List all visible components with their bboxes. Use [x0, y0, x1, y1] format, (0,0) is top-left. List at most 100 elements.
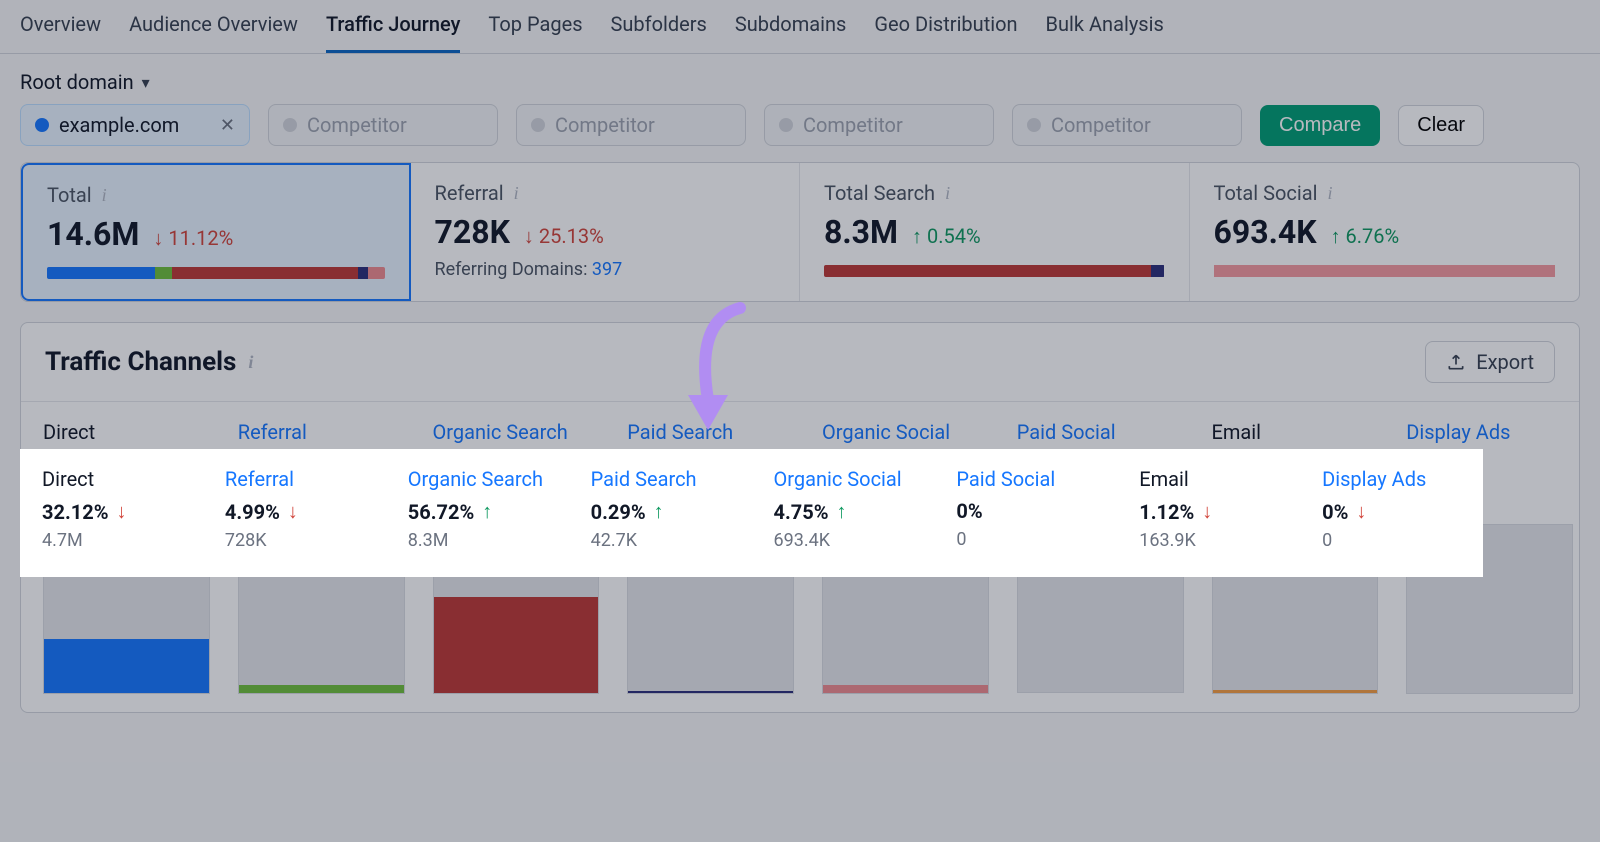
channel-name[interactable]: Organic Social: [822, 420, 979, 444]
channel-name[interactable]: Organic Search: [433, 420, 590, 444]
card-value-row: 693.4K ↑ 6.76%: [1214, 213, 1556, 251]
channel-absolute: 0: [1406, 483, 1563, 504]
stacked-bar: [47, 267, 385, 279]
card-subtext: Referring Domains: 397: [435, 259, 776, 280]
arrow-down-icon: ↓: [301, 452, 311, 477]
summary-card-total-social[interactable]: Total Social i693.4K ↑ 6.76%: [1190, 163, 1580, 301]
solid-bar: [1214, 265, 1556, 277]
channel-percent: 1.12% ↓: [1212, 452, 1369, 477]
channel-percent: 4.99% ↓: [238, 452, 395, 477]
clear-button[interactable]: Clear: [1398, 105, 1484, 146]
channel-col-organic-search: Organic Search 56.72% ↑ 8.3M: [411, 402, 606, 712]
channel-head: Display Ads 0% ↓ 0: [1384, 402, 1579, 518]
domain-chip-primary[interactable]: example.com ✕: [20, 104, 250, 146]
chevron-down-icon: ▾: [142, 73, 150, 92]
arrow-up-icon: ↑: [507, 452, 517, 477]
channel-percent: 0.29% ↑: [627, 452, 784, 477]
channel-bar: [823, 685, 988, 693]
card-value-row: 14.6M ↓ 11.12%: [47, 215, 385, 253]
competitor-chip[interactable]: Competitor: [516, 104, 746, 146]
summary-card-total-search[interactable]: Total Search i8.3M ↑ 0.54%: [800, 163, 1190, 301]
channel-name[interactable]: Paid Search: [627, 420, 784, 444]
dot-icon: [35, 118, 49, 132]
tab-geo-distribution[interactable]: Geo Distribution: [874, 12, 1017, 53]
channel-percent: 4.75% ↑: [822, 452, 979, 477]
channel-col-paid-search: Paid Search0.29% ↑42.7K: [605, 402, 800, 712]
channel-absolute: 163.9K: [1212, 483, 1369, 504]
summary-card-total[interactable]: Total i 14.6M ↓ 11.12%: [21, 163, 411, 301]
tab-subfolders[interactable]: Subfolders: [611, 12, 707, 53]
close-icon[interactable]: ✕: [220, 115, 235, 136]
channel-mini-chart: [43, 524, 210, 694]
channel-mini-chart: [238, 524, 405, 694]
card-title: Total i: [47, 183, 385, 207]
channel-bar: [239, 685, 404, 693]
channel-mini-chart: [1212, 524, 1379, 694]
summary-card-referral[interactable]: Referral i 728K ↓ 25.13% Referring Domains…: [411, 163, 801, 301]
channel-head: Organic Social 4.75% ↑ 693.4K: [800, 402, 995, 518]
competitor-chip[interactable]: Competitor: [764, 104, 994, 146]
channel-col-paid-social: Paid Social0% 0: [995, 402, 1190, 712]
channel-name[interactable]: Paid Social: [1017, 420, 1174, 444]
tab-overview[interactable]: Overview: [20, 12, 101, 53]
card-title: Referral i: [435, 181, 776, 205]
card-value-row: 728K ↓ 25.13%: [435, 213, 776, 251]
channel-bar: [434, 597, 599, 693]
channel-percent: 0% ↓: [1406, 452, 1563, 477]
channel-percent: 32.12% ↓: [43, 452, 200, 477]
panel-title-text: Traffic Channels: [45, 347, 236, 377]
card-title: Total Search i: [824, 181, 1165, 205]
arrow-down-icon: ↓: [117, 452, 127, 477]
channel-name[interactable]: Display Ads: [1406, 420, 1563, 444]
arrow-down-icon: ↓: [1441, 452, 1451, 477]
scope-selector[interactable]: Root domain ▾: [0, 54, 1600, 104]
referring-domains-link[interactable]: 397: [592, 259, 622, 280]
compare-button[interactable]: Compare: [1260, 105, 1380, 146]
tab-bulk-analysis[interactable]: Bulk Analysis: [1046, 12, 1164, 53]
channel-name: Email: [1212, 420, 1369, 444]
channel-absolute: 4.7M: [43, 483, 200, 504]
channels-grid: Direct 32.12% ↓ 4.7M Referral 4.99% ↓ 728K Org…: [21, 401, 1579, 712]
competitor-chip[interactable]: Competitor: [1012, 104, 1242, 146]
channel-name[interactable]: Referral: [238, 420, 395, 444]
export-button[interactable]: Export: [1425, 341, 1555, 383]
scope-label: Root domain: [20, 70, 134, 94]
channel-head: Referral 4.99% ↓ 728K: [216, 402, 411, 518]
dot-icon: [1027, 118, 1041, 132]
channel-absolute: 693.4K: [822, 483, 979, 504]
dot-icon: [531, 118, 545, 132]
export-label: Export: [1476, 350, 1534, 374]
channel-name: Direct: [43, 420, 200, 444]
channel-absolute: 8.3M: [433, 483, 590, 504]
tab-subdomains[interactable]: Subdomains: [735, 12, 846, 53]
panel-title: Traffic Channels i: [45, 347, 253, 377]
channel-bar: [628, 691, 793, 693]
domain-comparison-row: example.com ✕ Competitor Competitor Comp…: [0, 104, 1600, 162]
competitor-placeholder: Competitor: [1051, 113, 1151, 137]
tab-traffic-journey[interactable]: Traffic Journey: [326, 12, 460, 53]
info-icon[interactable]: i: [514, 183, 519, 204]
info-icon[interactable]: i: [102, 185, 107, 206]
channel-head: Paid Social0% 0: [995, 402, 1190, 517]
channel-bar: [44, 639, 209, 693]
upload-icon: [1446, 352, 1466, 372]
channel-head: Organic Search 56.72% ↑ 8.3M: [411, 402, 606, 518]
traffic-channels-panel: Traffic Channels i Export Direct 32.12% ↓…: [20, 322, 1580, 713]
info-icon[interactable]: i: [945, 183, 950, 204]
channel-absolute: 728K: [238, 483, 395, 504]
channel-col-direct: Direct 32.12% ↓ 4.7M: [21, 402, 216, 712]
competitor-placeholder: Competitor: [555, 113, 655, 137]
arrow-down-icon: ↓: [1275, 452, 1285, 477]
summary-cards: Total i 14.6M ↓ 11.12% Referral i 728K ↓ 25…: [20, 162, 1580, 302]
panel-header: Traffic Channels i Export: [21, 323, 1579, 401]
info-icon[interactable]: i: [248, 352, 253, 373]
channel-mini-chart: [822, 524, 989, 694]
tab-top-pages[interactable]: Top Pages: [488, 12, 582, 53]
info-icon[interactable]: i: [1327, 183, 1332, 204]
stacked-bar: [824, 265, 1165, 277]
card-delta: ↓ 25.13%: [524, 224, 604, 249]
channel-percent: 56.72% ↑: [433, 452, 590, 477]
competitor-chip[interactable]: Competitor: [268, 104, 498, 146]
tab-audience-overview[interactable]: Audience Overview: [129, 12, 298, 53]
top-tabs: Overview Audience Overview Traffic Journey…: [0, 0, 1600, 54]
